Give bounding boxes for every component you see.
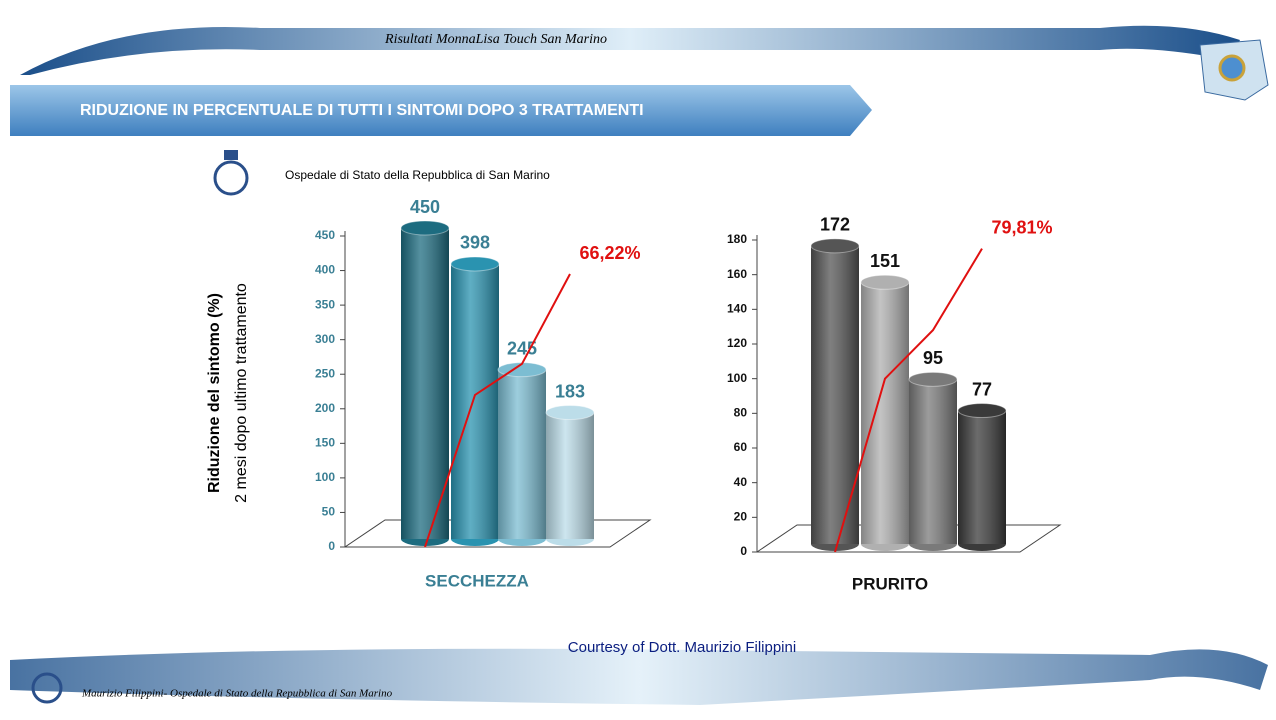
bar-shade [401,228,449,539]
bar-top [957,403,1007,419]
y-tick-label: 0 [740,544,747,558]
y-tick-label: 140 [727,302,747,316]
value-label: 172 [820,215,850,235]
bottom-ribbon [10,648,1268,705]
y-axis-note: 2 mesi dopo ultimo trattamento [233,283,250,503]
y-tick-label: 400 [315,263,335,277]
trend-line [834,248,983,553]
y-tick-label: 100 [727,371,747,385]
annotation: 79,81% [991,217,1052,237]
value-label: 398 [460,233,490,253]
value-label: 245 [507,338,537,358]
y-tick-label: 200 [315,401,335,415]
bar-top [450,256,500,272]
y-tick-label: 150 [315,436,335,450]
y-tick-label: 120 [727,336,747,350]
chart-title: PRURITO [852,574,928,593]
value-label: 183 [555,381,585,401]
bar-top [860,274,910,290]
crest [213,150,249,196]
y-tick-label: 450 [315,228,335,242]
y-axis-title: Riduzione del sintomo (%) [206,293,223,493]
y-tick-label: 50 [322,505,336,519]
bar-top [545,405,595,421]
y-tick-label: 80 [734,406,748,420]
footer-crest [31,672,63,704]
bar-shade [546,412,594,539]
value-label: 95 [923,348,943,368]
bar-shade [958,410,1006,544]
bar-shade [909,379,957,544]
bar-shade [451,263,499,539]
y-tick-label: 250 [315,366,335,380]
footer-author: Maurizio Filippini- Ospedale di Stato de… [81,688,393,700]
value-label: 450 [410,197,440,217]
bar-shade [861,282,909,544]
bar-top [908,371,958,387]
flag-crest [1218,54,1246,82]
bar-top [400,220,450,236]
y-tick-label: 40 [734,475,748,489]
hospital-name: Ospedale di Stato della Repubblica di Sa… [285,168,550,182]
bar-top [810,238,860,254]
slide-title: Risultati MonnaLisa Touch San Marino [384,32,607,47]
y-tick-label: 300 [315,332,335,346]
banner-text: RIDUZIONE IN PERCENTUALE DI TUTTI I SINT… [80,102,644,119]
banner [10,85,872,136]
courtesy: Courtesy of Dott. Maurizio Filippini [568,639,796,656]
y-tick-label: 180 [727,232,747,246]
y-tick-label: 160 [727,267,747,281]
y-tick-label: 60 [734,440,748,454]
y-tick-label: 350 [315,297,335,311]
value-label: 151 [870,251,900,271]
chart-title: SECCHEZZA [425,571,529,590]
trend-line [424,273,571,548]
y-tick-label: 20 [734,510,748,524]
bar-shade [811,245,859,544]
y-tick-label: 0 [328,539,335,553]
annotation: 66,22% [579,243,640,263]
top-ribbon [20,25,1240,75]
value-label: 77 [972,379,992,399]
y-tick-label: 100 [315,470,335,484]
bar-shade [498,369,546,539]
